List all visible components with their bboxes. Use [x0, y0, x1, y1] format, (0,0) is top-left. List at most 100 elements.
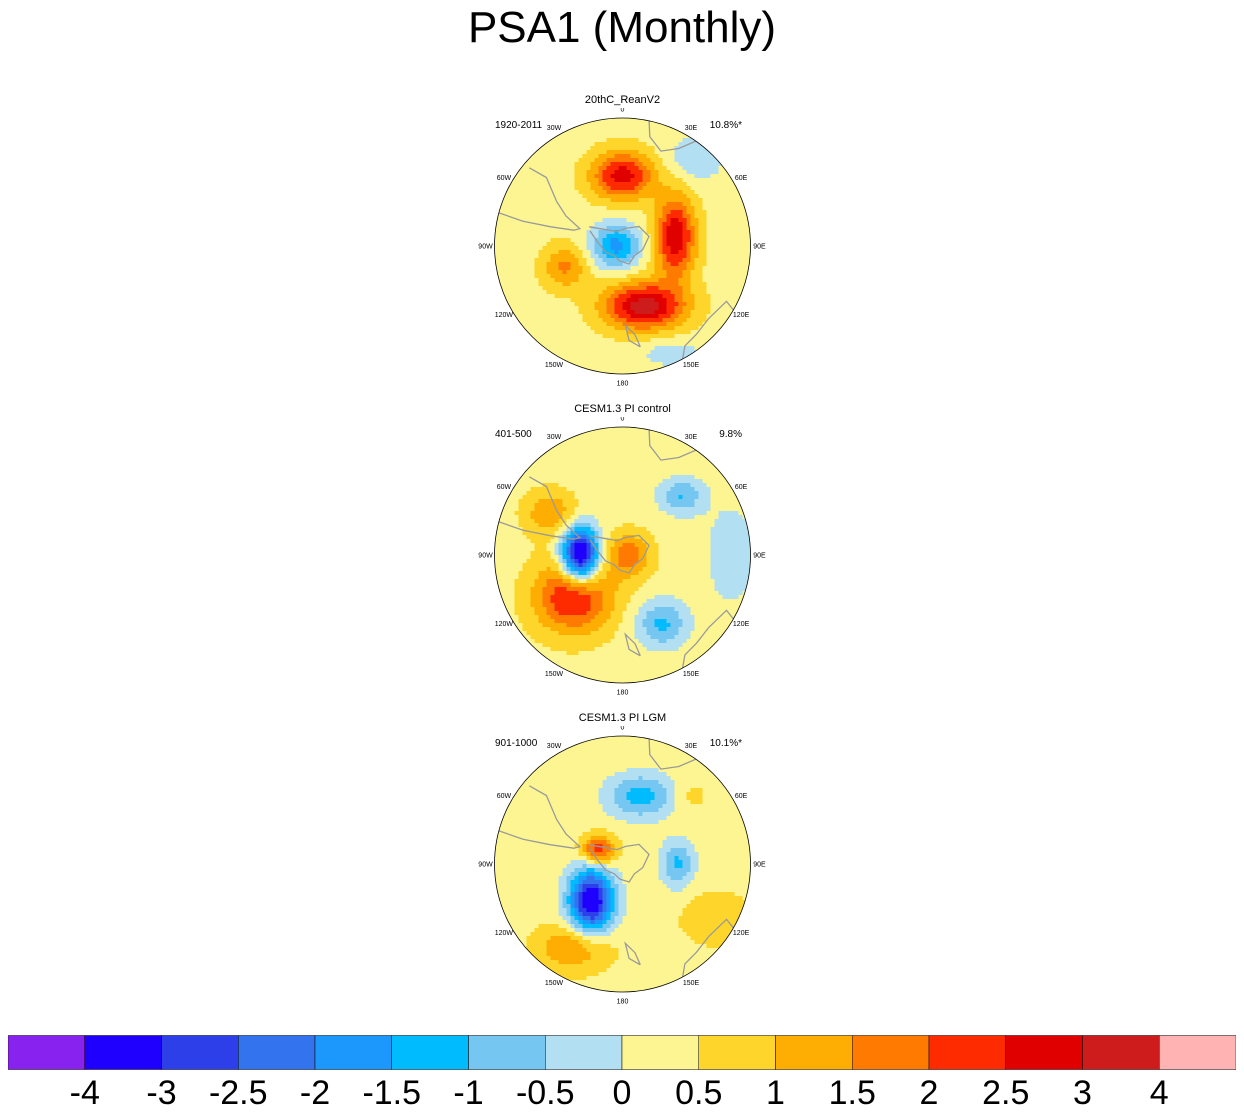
coastlines — [498, 120, 734, 360]
longitude-label: 150W — [545, 671, 564, 678]
longitude-label: 180 — [617, 381, 629, 388]
longitude-label: 30E — [685, 434, 698, 441]
longitude-label: 90E — [753, 244, 766, 251]
longitude-label: 180 — [617, 999, 629, 1006]
colorbar-tick-label: -2.5 — [208, 1074, 268, 1112]
colorbar-tick-label: 1 — [766, 1074, 785, 1112]
period-label: 901-1000 — [495, 738, 538, 749]
map-boundary — [494, 735, 751, 993]
colorbar-swatch — [621, 1035, 699, 1070]
colorbar-swatch — [1005, 1035, 1083, 1070]
longitude-label: 90W — [478, 244, 493, 251]
coastline — [681, 918, 734, 978]
colorbar-swatch — [468, 1035, 546, 1070]
coastline — [624, 323, 641, 348]
colorbar-swatch — [391, 1035, 469, 1070]
longitude-label: 90W — [478, 862, 493, 869]
colorbar-tick-label: 1.5 — [828, 1074, 876, 1112]
longitude-label: 90E — [753, 862, 766, 869]
longitude-label: 120W — [495, 621, 514, 628]
colorbar-swatch — [1082, 1035, 1160, 1070]
longitude-label: 120E — [733, 930, 750, 937]
colorbar-tick-label: -1 — [453, 1074, 484, 1112]
coastline — [498, 476, 582, 540]
longitude-label: 30E — [685, 125, 698, 132]
colorbar-swatch — [8, 1035, 85, 1070]
colorbar-tick-label: 3 — [1073, 1074, 1092, 1112]
longitude-label: 30W — [547, 743, 562, 750]
colorbar-swatch — [1159, 1035, 1236, 1070]
coastline — [648, 120, 697, 152]
longitude-label: 180 — [617, 690, 629, 697]
longitude-label: 150E — [683, 362, 700, 369]
longitude-label: 30E — [685, 743, 698, 750]
coastline — [681, 300, 734, 360]
anomaly-field — [494, 427, 751, 683]
colorbar-swatch — [545, 1035, 623, 1070]
coastlines — [498, 429, 734, 669]
coastline — [681, 609, 734, 669]
longitude-label: 0 — [621, 417, 625, 423]
colorbar-swatch — [852, 1035, 930, 1070]
longitude-label: 60E — [735, 793, 748, 800]
colorbar-tick-label: -3 — [146, 1074, 177, 1112]
coastlines — [498, 738, 734, 978]
polar-map: 0 30E 60E 90E 120E 150E 180 150W 120W 90W 60W 30W — [478, 108, 766, 388]
map-panel: CESM1.3 PI LGM 901-1000 10.1%* 0 30E 60E 90… — [470, 712, 775, 1012]
colorbar-tick-label: 4 — [1149, 1074, 1169, 1112]
colorbar-tick-label: -4 — [69, 1074, 100, 1112]
longitude-label: 60E — [735, 484, 748, 491]
variance-percent: 10.8%* — [709, 120, 742, 131]
longitude-label: 150W — [545, 980, 564, 987]
longitude-label: 150E — [683, 980, 700, 987]
longitude-label: 30W — [547, 434, 562, 441]
colorbar-tick-label: -1.5 — [362, 1074, 422, 1112]
coastline — [498, 167, 582, 231]
variance-percent: 10.1%* — [709, 738, 742, 749]
panel-title: CESM1.3 PI LGM — [578, 712, 667, 724]
polar-map: 0 30E 60E 90E 120E 150E 180 150W 120W 90W 60W 30W — [478, 417, 766, 697]
anomaly-field — [494, 118, 751, 374]
colorbar-tick-label: 2 — [919, 1074, 939, 1112]
variance-percent: 9.8% — [719, 429, 742, 440]
colorbar-swatch — [928, 1035, 1006, 1070]
colorbar — [8, 1035, 1236, 1070]
longitude-label: 120E — [733, 312, 750, 319]
longitude-label: 0 — [621, 726, 625, 732]
longitude-label: 60W — [497, 175, 512, 182]
colorbar-swatch — [314, 1035, 392, 1070]
longitude-label: 150E — [683, 671, 700, 678]
panel-title: CESM1.3 PI control — [574, 403, 671, 415]
colorbar-swatch — [161, 1035, 239, 1070]
longitude-label: 90W — [478, 553, 493, 560]
figure-title: PSA1 (Monthly) — [467, 3, 777, 52]
colorbar-tick-label: 2.5 — [982, 1074, 1030, 1112]
colorbar-tick-label: -2 — [299, 1074, 331, 1112]
longitude-label: 60E — [735, 175, 748, 182]
colorbar-swatch — [84, 1035, 162, 1070]
map-boundary — [494, 117, 751, 375]
longitude-label: 120W — [495, 312, 514, 319]
coastline — [648, 738, 697, 770]
period-label: 401-500 — [495, 429, 532, 440]
longitude-label: 30W — [547, 125, 562, 132]
coastline — [589, 225, 650, 265]
anomaly-field — [494, 736, 751, 992]
coastline — [648, 429, 697, 461]
longitude-label: 60W — [497, 793, 512, 800]
colorbar-swatch — [238, 1035, 316, 1070]
longitude-label: 150W — [545, 362, 564, 369]
colorbar-swatch — [775, 1035, 853, 1070]
coastline — [498, 785, 582, 849]
map-boundary — [494, 426, 751, 684]
longitude-label: 90E — [753, 553, 766, 560]
map-panel: 20thC_ReanV2 1920-2011 10.8%* 0 30E 60E 90E… — [470, 94, 775, 394]
panel-title: 20thC_ReanV2 — [584, 94, 661, 106]
polar-map: 0 30E 60E 90E 120E 150E 180 150W 120W 90W 60W 30W — [478, 726, 766, 1006]
longitude-label: 60W — [497, 484, 512, 491]
longitude-label: 0 — [621, 108, 625, 114]
longitude-label: 120E — [733, 621, 750, 628]
longitude-label: 120W — [495, 930, 514, 937]
colorbar-tick-label: 0.5 — [675, 1074, 723, 1112]
coastline — [589, 534, 650, 574]
